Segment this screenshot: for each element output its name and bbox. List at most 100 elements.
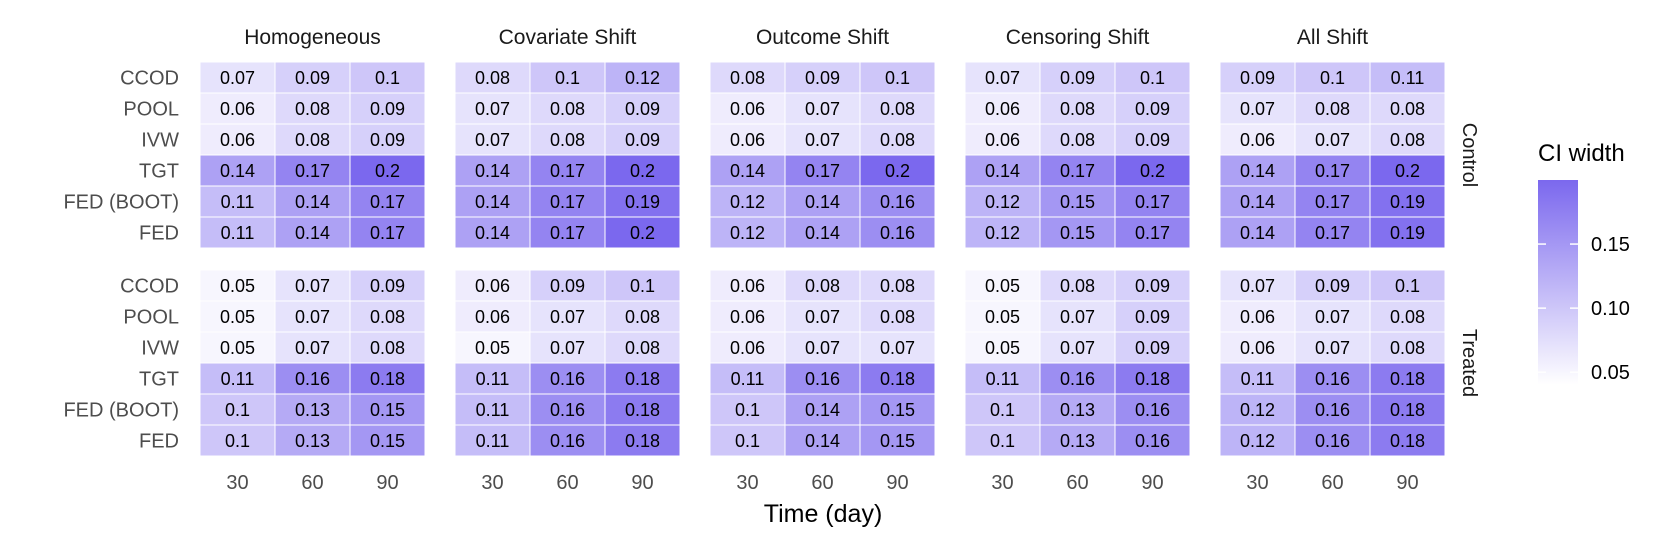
cell-value-label: 0.18 [370,369,405,389]
heatmap-cell [1114,362,1191,395]
heatmap-cell [964,424,1041,457]
cell-value-label: 0.08 [1060,130,1095,150]
cell-value-label: 0.2 [1395,161,1420,181]
cell-value-label: 0.14 [475,161,510,181]
heatmap-cell [964,300,1041,333]
cell-value-label: 0.17 [370,192,405,212]
facet-title-censoring-shift: Censoring Shift [1006,26,1150,49]
heatmap-cell [199,154,276,187]
x-tick-label: 30 [991,472,1013,494]
cell-value-label: 0.06 [985,130,1020,150]
heatmap-cell [859,92,936,125]
heatmap-cell [1294,61,1371,94]
heatmap-cell [349,92,426,125]
cell-value-label: 0.08 [880,307,915,327]
x-tick-label: 90 [631,472,653,494]
heatmap-cell [349,393,426,426]
heatmap-cell [1219,92,1296,125]
cell-value-label: 0.17 [550,192,585,212]
heatmap-cell [1039,331,1116,364]
x-tick-label: 30 [226,472,248,494]
cell-value-label: 0.1 [735,400,760,420]
cell-value-label: 0.14 [805,223,840,243]
heatmap-cell [274,123,351,156]
row-label-treated-ccod: CCOD [120,276,179,298]
heatmap-cell [784,154,861,187]
heatmap-cell [859,393,936,426]
cell-value-label: 0.06 [1240,307,1275,327]
heatmap-cell [454,424,531,457]
heatmap-cell [199,393,276,426]
heatmap-cell [1219,185,1296,218]
cell-value-label: 0.18 [1390,369,1425,389]
heatmap-cell [604,424,681,457]
cell-value-label: 0.08 [1060,276,1095,296]
cell-value-label: 0.07 [475,99,510,119]
cell-value-label: 0.1 [225,400,250,420]
heatmap-cell [274,185,351,218]
heatmap-cell [349,331,426,364]
cell-value-label: 0.14 [475,192,510,212]
cell-value-label: 0.07 [475,130,510,150]
heatmap-cell [859,123,936,156]
legend-color-bar [1538,180,1578,385]
cell-value-label: 0.08 [625,338,660,358]
cell-value-label: 0.05 [220,338,255,358]
heatmap-cell [859,154,936,187]
cell-value-label: 0.16 [550,400,585,420]
heatmap-cell [709,185,786,218]
heatmap-cell [964,216,1041,249]
heatmap-cell [784,269,861,302]
cell-value-label: 0.11 [476,369,510,389]
cell-value-label: 0.16 [1135,431,1170,451]
cell-value-label: 0.17 [1315,223,1350,243]
cell-value-label: 0.07 [550,307,585,327]
cell-value-label: 0.08 [550,130,585,150]
heatmap-cell [274,300,351,333]
heatmap-cell [1369,123,1446,156]
facet-title-outcome-shift: Outcome Shift [756,26,889,49]
heatmap-cell [1369,216,1446,249]
cell-value-label: 0.14 [730,161,765,181]
cell-value-label: 0.14 [220,161,255,181]
heatmap-cell [709,269,786,302]
heatmap-cell [199,331,276,364]
row-label-treated-pool: POOL [123,307,179,329]
heatmap-cell [604,92,681,125]
heatmap-cell [964,269,1041,302]
cell-value-label: 0.09 [295,68,330,88]
cell-value-label: 0.14 [295,223,330,243]
heatmap-cell [1219,154,1296,187]
cell-value-label: 0.09 [1135,130,1170,150]
heatmap-cell [529,393,606,426]
cell-value-label: 0.09 [805,68,840,88]
cell-value-label: 0.06 [730,276,765,296]
cell-value-label: 0.07 [550,338,585,358]
heatmap-cell [274,61,351,94]
x-axis-title: Time (day) [764,500,883,528]
heatmap-cell [349,154,426,187]
heatmap-cell [1369,424,1446,457]
heatmap-cell [1369,92,1446,125]
cell-value-label: 0.07 [985,68,1020,88]
cell-value-label: 0.2 [630,223,655,243]
x-tick-label: 60 [1066,472,1088,494]
heatmap-cell [604,362,681,395]
heatmap-cell [1294,216,1371,249]
heatmap-cell [1219,123,1296,156]
heatmap-cell [529,269,606,302]
cell-value-label: 0.09 [370,276,405,296]
heatmap-cell [709,393,786,426]
heatmap-cell [709,92,786,125]
cell-value-label: 0.05 [475,338,510,358]
heatmap-cell [454,92,531,125]
cell-value-label: 0.06 [730,338,765,358]
heatmap-cell [784,300,861,333]
cell-value-label: 0.2 [1140,161,1165,181]
facet-title-homogeneous: Homogeneous [244,26,381,49]
heatmap-cell [529,331,606,364]
cell-value-label: 0.18 [625,400,660,420]
heatmap-cell [604,300,681,333]
cell-value-label: 0.05 [985,307,1020,327]
